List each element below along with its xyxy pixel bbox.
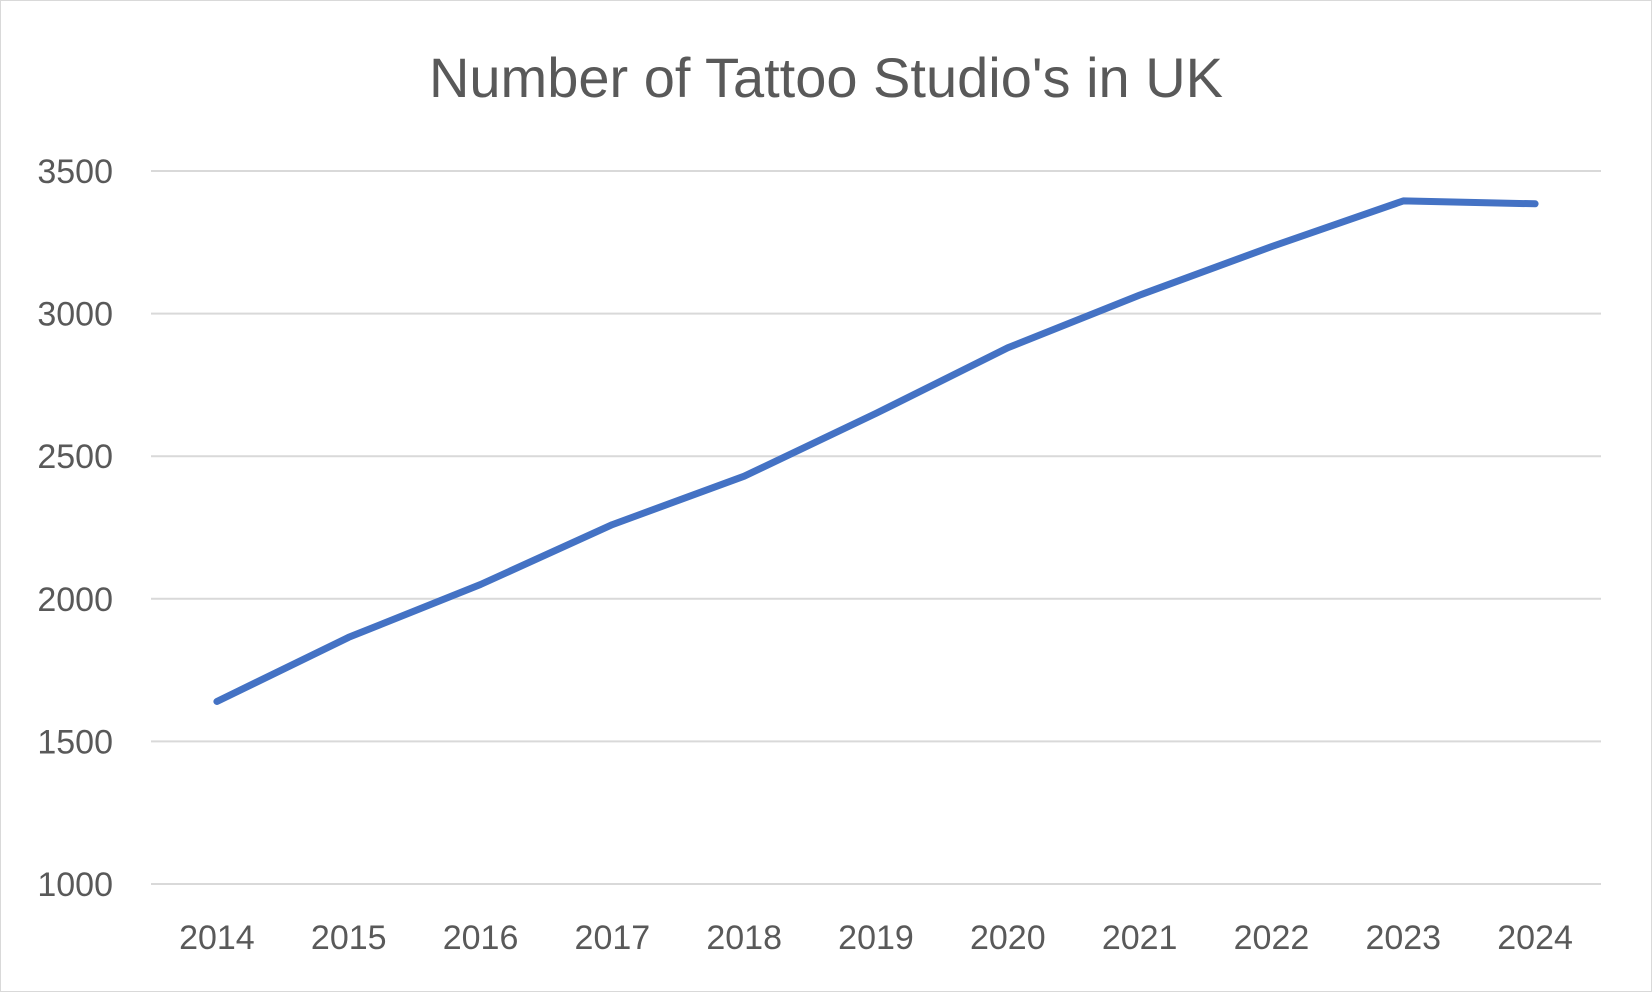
y-tick-label: 2000 bbox=[37, 581, 113, 619]
data-point bbox=[345, 634, 352, 641]
data-point bbox=[1400, 197, 1407, 204]
x-tick-label: 2022 bbox=[1234, 919, 1310, 957]
y-tick-label: 3000 bbox=[37, 296, 113, 334]
data-point bbox=[477, 581, 484, 588]
x-tick-label: 2018 bbox=[706, 919, 782, 957]
data-point bbox=[1004, 344, 1011, 351]
y-tick-label: 3500 bbox=[37, 153, 113, 191]
data-point bbox=[1268, 243, 1275, 250]
y-tick-label: 1500 bbox=[37, 723, 113, 761]
x-tick-label: 2017 bbox=[575, 919, 651, 957]
x-tick-label: 2021 bbox=[1102, 919, 1178, 957]
data-point bbox=[609, 521, 616, 528]
series-line-0 bbox=[213, 197, 1539, 705]
chart-title: Number of Tattoo Studio's in UK bbox=[428, 46, 1224, 109]
x-tick-label: 2016 bbox=[443, 919, 519, 957]
x-tick-label: 2020 bbox=[970, 919, 1046, 957]
data-point bbox=[873, 410, 879, 417]
y-tick-label: 2500 bbox=[37, 438, 113, 476]
y-tick-label: 1000 bbox=[37, 866, 113, 904]
x-tick-label: 2019 bbox=[838, 919, 914, 957]
x-tick-label: 2024 bbox=[1497, 919, 1573, 957]
data-point bbox=[213, 698, 220, 705]
x-tick-label: 2023 bbox=[1365, 919, 1441, 957]
data-point bbox=[1532, 200, 1539, 207]
data-point bbox=[1136, 292, 1143, 299]
x-tick-label: 2015 bbox=[311, 919, 387, 957]
data-point bbox=[741, 473, 748, 480]
x-tick-label: 2014 bbox=[179, 919, 255, 957]
